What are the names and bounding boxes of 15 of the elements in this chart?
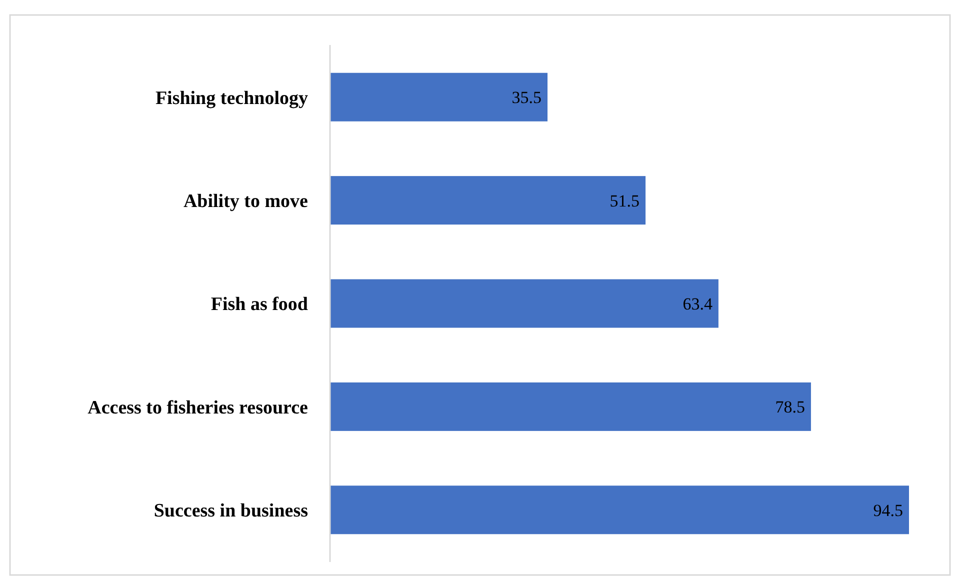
bar [330,486,909,534]
data-label: 51.5 [610,191,640,210]
data-label: 63.4 [682,294,713,314]
bar [330,382,811,431]
bar [330,279,718,328]
y-tick-label: Access to fisheries resource [88,397,308,418]
bar [330,176,646,225]
data-label: 35.5 [512,88,542,108]
y-tick-label: Fish as food [210,294,308,316]
y-tick-label: Ability to move [183,190,308,212]
bar [330,72,548,122]
data-label: 78.5 [775,398,805,417]
y-tick-label: Fishing technology [155,88,308,109]
data-label: 94.5 [873,500,903,520]
y-tick-label: Success in business [154,500,308,522]
